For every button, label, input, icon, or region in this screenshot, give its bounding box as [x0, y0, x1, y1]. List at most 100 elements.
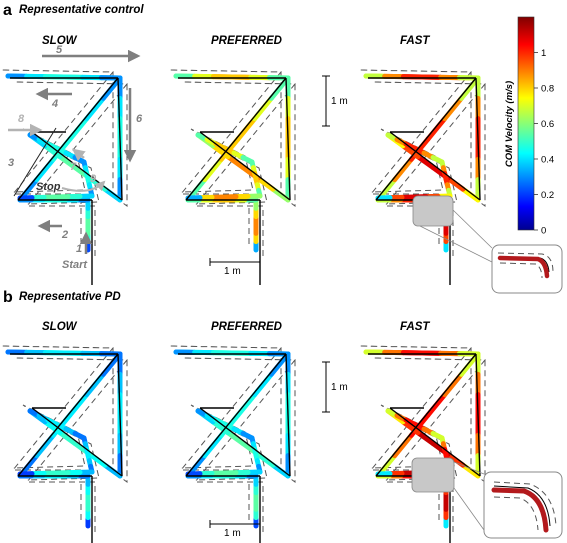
trajectory-segment — [460, 186, 481, 203]
floor-line — [117, 353, 123, 477]
trajectory-segment — [392, 432, 414, 459]
inset-a-box — [491, 244, 563, 294]
envelope-inner — [182, 357, 297, 532]
panel-a-title: Representative control — [19, 4, 144, 16]
path-annotations: 5 6 4 8 3 7 9 Stop 2 1 Start — [8, 44, 143, 271]
floor-line — [185, 77, 287, 201]
trajectory-segment — [400, 419, 421, 436]
walking-path-a-slow — [0, 69, 129, 285]
trajectory-segment — [102, 462, 123, 479]
trajectory-segment — [34, 156, 56, 183]
arrow-3-line — [13, 127, 57, 197]
floor-line — [117, 77, 123, 201]
inset-b-connector-2 — [453, 487, 485, 531]
floor-line — [17, 77, 119, 201]
trajectory-segment — [57, 430, 78, 446]
scale-bar-a-vertical: 1 m — [322, 75, 348, 127]
envelope-inner — [372, 81, 487, 256]
trajectory-segment — [400, 143, 421, 160]
path-num-2: 2 — [61, 229, 68, 241]
floor-line — [475, 353, 481, 477]
trajectory-segment — [235, 116, 258, 142]
floor-line — [375, 77, 477, 201]
inset-b — [411, 457, 563, 539]
floor-line — [389, 407, 481, 477]
scale-bar-b-horizontal: 1 m — [209, 520, 261, 539]
walking-path-b-preferred — [168, 345, 297, 543]
floor-line — [475, 77, 481, 201]
colorbar-tick-label-5: 1 — [541, 48, 546, 59]
inset-b-envelope-inner — [493, 496, 539, 531]
trajectory-segment — [34, 432, 56, 459]
cond-a-slow: SLOW — [42, 35, 78, 47]
scale-label-b-vertical: 1 m — [331, 382, 348, 393]
trajectory-segment — [84, 371, 106, 398]
trajectory-segment — [255, 451, 276, 468]
trajectory-segment — [268, 75, 291, 101]
trajectory-segment — [458, 351, 481, 377]
trajectory-segment — [442, 371, 464, 398]
floor-line — [31, 407, 123, 477]
colorbar-tick-label-0: 0 — [541, 226, 546, 237]
path-num-8: 8 — [18, 113, 25, 125]
floor-line — [389, 131, 481, 201]
cond-b-fast: FAST — [400, 321, 430, 333]
trajectory-segment — [415, 430, 436, 446]
trajectory-segment — [42, 419, 63, 436]
trajectory-segment — [202, 432, 224, 459]
colorbar-tick-label-2: 0.4 — [541, 155, 554, 166]
inset-a-connector-1 — [419, 225, 493, 263]
trajectory-segment — [67, 116, 90, 142]
inset-a-trajectory — [497, 255, 550, 279]
inset-a-highlight — [412, 195, 454, 227]
arrow-9 — [61, 180, 106, 192]
inset-b-floor-line — [493, 485, 551, 527]
trajectory-segment — [255, 175, 276, 192]
scale-label-a-vertical: 1 m — [331, 96, 348, 107]
trajectory-segment — [210, 143, 231, 160]
cond-a-fast: FAST — [400, 35, 430, 47]
colorbar-tick-label-4: 0.8 — [541, 84, 554, 95]
inset-a-connector-2 — [452, 209, 493, 249]
trajectory-segment — [225, 154, 246, 170]
trajectory-segment — [458, 75, 481, 101]
trajectory-segment — [210, 419, 231, 436]
cond-b-preferred: PREFERRED — [211, 321, 282, 333]
walking-path-b-fast — [358, 345, 487, 543]
path-num-1: 1 — [76, 243, 82, 255]
path-num-9: 9 — [90, 173, 97, 185]
path-num-6: 6 — [136, 113, 143, 125]
colorbar: 0 0.2 0.4 0.6 0.8 1 COM Velocity (m/s) — [504, 16, 554, 237]
walking-path-a-fast — [358, 69, 487, 285]
trajectory-segment — [270, 462, 291, 479]
envelope-inner — [182, 81, 297, 256]
inset-a-envelope-outer — [497, 252, 554, 273]
envelope-inner — [14, 357, 129, 532]
floor-line — [285, 77, 291, 201]
inset-a-envelope-inner — [499, 262, 543, 279]
floor-line — [199, 407, 291, 477]
inset-b-trajectory — [491, 487, 549, 533]
walking-path-b-slow — [0, 345, 129, 543]
cond-b-slow: SLOW — [42, 321, 78, 333]
inset-a — [412, 195, 563, 294]
envelope-inner — [372, 357, 487, 532]
path-num-3: 3 — [8, 157, 14, 169]
trajectory-segment — [100, 75, 123, 101]
trajectory-segment — [100, 351, 123, 377]
scale-label-b-horizontal: 1 m — [224, 528, 241, 539]
arrow-7 — [72, 148, 86, 162]
label-start: Start — [62, 259, 88, 271]
trajectory-segment — [57, 154, 78, 170]
panel-a-letter: a — [3, 2, 12, 19]
trajectory-segment — [392, 156, 414, 183]
trajectory-segment — [235, 392, 258, 418]
trajectory-segment — [42, 143, 63, 160]
trajectory-segment — [87, 451, 108, 468]
trajectory-segment — [252, 95, 274, 122]
floor-line — [285, 353, 291, 477]
inset-b-envelope-outer — [493, 481, 557, 527]
scale-label-a-horizontal: 1 m — [224, 266, 241, 277]
cond-a-preferred: PREFERRED — [211, 35, 282, 47]
